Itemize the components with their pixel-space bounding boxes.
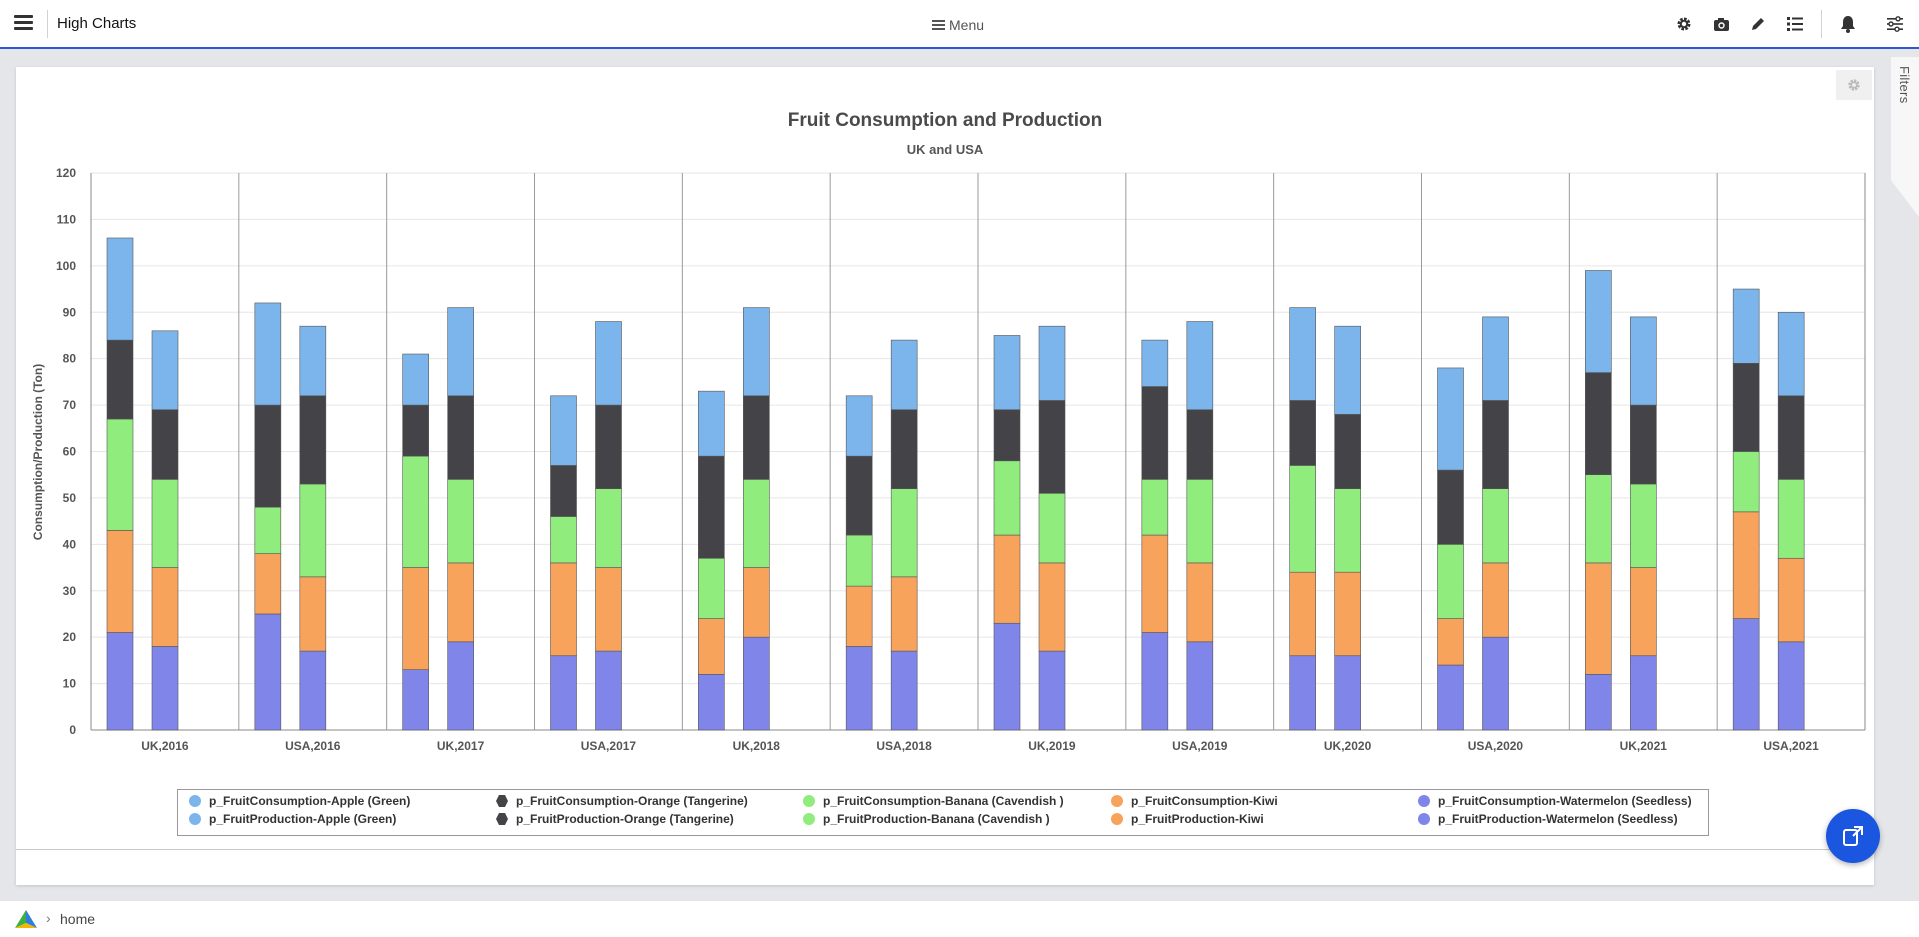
legend-item[interactable]: p_FruitConsumption-Kiwi — [1111, 794, 1278, 808]
legend-circle-marker-icon — [803, 813, 815, 825]
legend-label: p_FruitConsumption-Banana (Cavendish ) — [823, 794, 1064, 808]
legend-circle-marker-icon — [1111, 813, 1123, 825]
legend-label: p_FruitConsumption-Watermelon (Seedless) — [1438, 794, 1692, 808]
chart-legend: p_FruitConsumption-Apple (Green) p_FruitC… — [177, 789, 1709, 836]
menu-label: Menu — [949, 17, 985, 33]
legend-circle-marker-icon — [1418, 795, 1430, 807]
legend-label: p_FruitConsumption-Kiwi — [1131, 794, 1278, 808]
legend-circle-marker-icon — [189, 795, 201, 807]
bell-icon[interactable] — [1836, 12, 1860, 36]
legend-item[interactable]: p_FruitProduction-Orange (Tangerine) — [496, 812, 734, 826]
footer-bar: › home — [0, 901, 1919, 937]
legend-hexagon-marker-icon — [496, 795, 508, 807]
legend-circle-marker-icon — [1418, 813, 1430, 825]
chart-panel — [16, 67, 1874, 885]
sliders-icon[interactable] — [1883, 12, 1907, 36]
pencil-icon[interactable] — [1746, 12, 1770, 36]
camera-icon[interactable] — [1709, 12, 1733, 36]
legend-label: p_FruitConsumption-Apple (Green) — [209, 794, 411, 808]
legend-circle-marker-icon — [189, 813, 201, 825]
legend-item[interactable]: p_FruitProduction-Kiwi — [1111, 812, 1264, 826]
legend-circle-marker-icon — [803, 795, 815, 807]
menu-button[interactable]: Menu — [932, 17, 984, 33]
legend-label: p_FruitProduction-Watermelon (Seedless) — [1438, 812, 1678, 826]
panel-divider — [16, 849, 1874, 850]
filters-label[interactable]: Filters — [1897, 66, 1912, 104]
legend-label: p_FruitProduction-Kiwi — [1131, 812, 1264, 826]
legend-label: p_FruitProduction-Orange (Tangerine) — [516, 812, 734, 826]
top-bar: High Charts Menu — [0, 0, 1919, 49]
breadcrumb-home[interactable]: home — [60, 911, 96, 927]
header-divider — [47, 10, 48, 38]
legend-label: p_FruitProduction-Banana (Cavendish ) — [823, 812, 1050, 826]
breadcrumb-chevron-icon: › — [46, 910, 51, 926]
legend-label: p_FruitConsumption-Orange (Tangerine) — [516, 794, 748, 808]
legend-item[interactable]: p_FruitConsumption-Apple (Green) — [189, 794, 410, 808]
legend-circle-marker-icon — [1111, 795, 1123, 807]
floating-action-button[interactable] — [1826, 809, 1880, 863]
menu-icon — [932, 20, 945, 30]
gear-icon[interactable] — [1672, 12, 1696, 36]
legend-item[interactable]: p_FruitConsumption-Watermelon (Seedless) — [1418, 794, 1692, 808]
legend-label: p_FruitProduction-Apple (Green) — [209, 812, 397, 826]
list-icon[interactable] — [1783, 12, 1807, 36]
app-logo[interactable] — [14, 909, 38, 929]
hamburger-menu-icon[interactable] — [14, 15, 33, 31]
legend-hexagon-marker-icon — [496, 813, 508, 825]
app-title: High Charts — [57, 15, 137, 32]
legend-item[interactable]: p_FruitConsumption-Banana (Cavendish ) — [803, 794, 1064, 808]
legend-item[interactable]: p_FruitProduction-Apple (Green) — [189, 812, 396, 826]
chart-settings-gear-icon[interactable] — [1836, 70, 1872, 100]
export-icon — [1843, 826, 1863, 846]
toolbar-divider — [1821, 10, 1822, 38]
legend-item[interactable]: p_FruitConsumption-Orange (Tangerine) — [496, 794, 748, 808]
legend-item[interactable]: p_FruitProduction-Watermelon (Seedless) — [1418, 812, 1678, 826]
legend-item[interactable]: p_FruitProduction-Banana (Cavendish ) — [803, 812, 1050, 826]
